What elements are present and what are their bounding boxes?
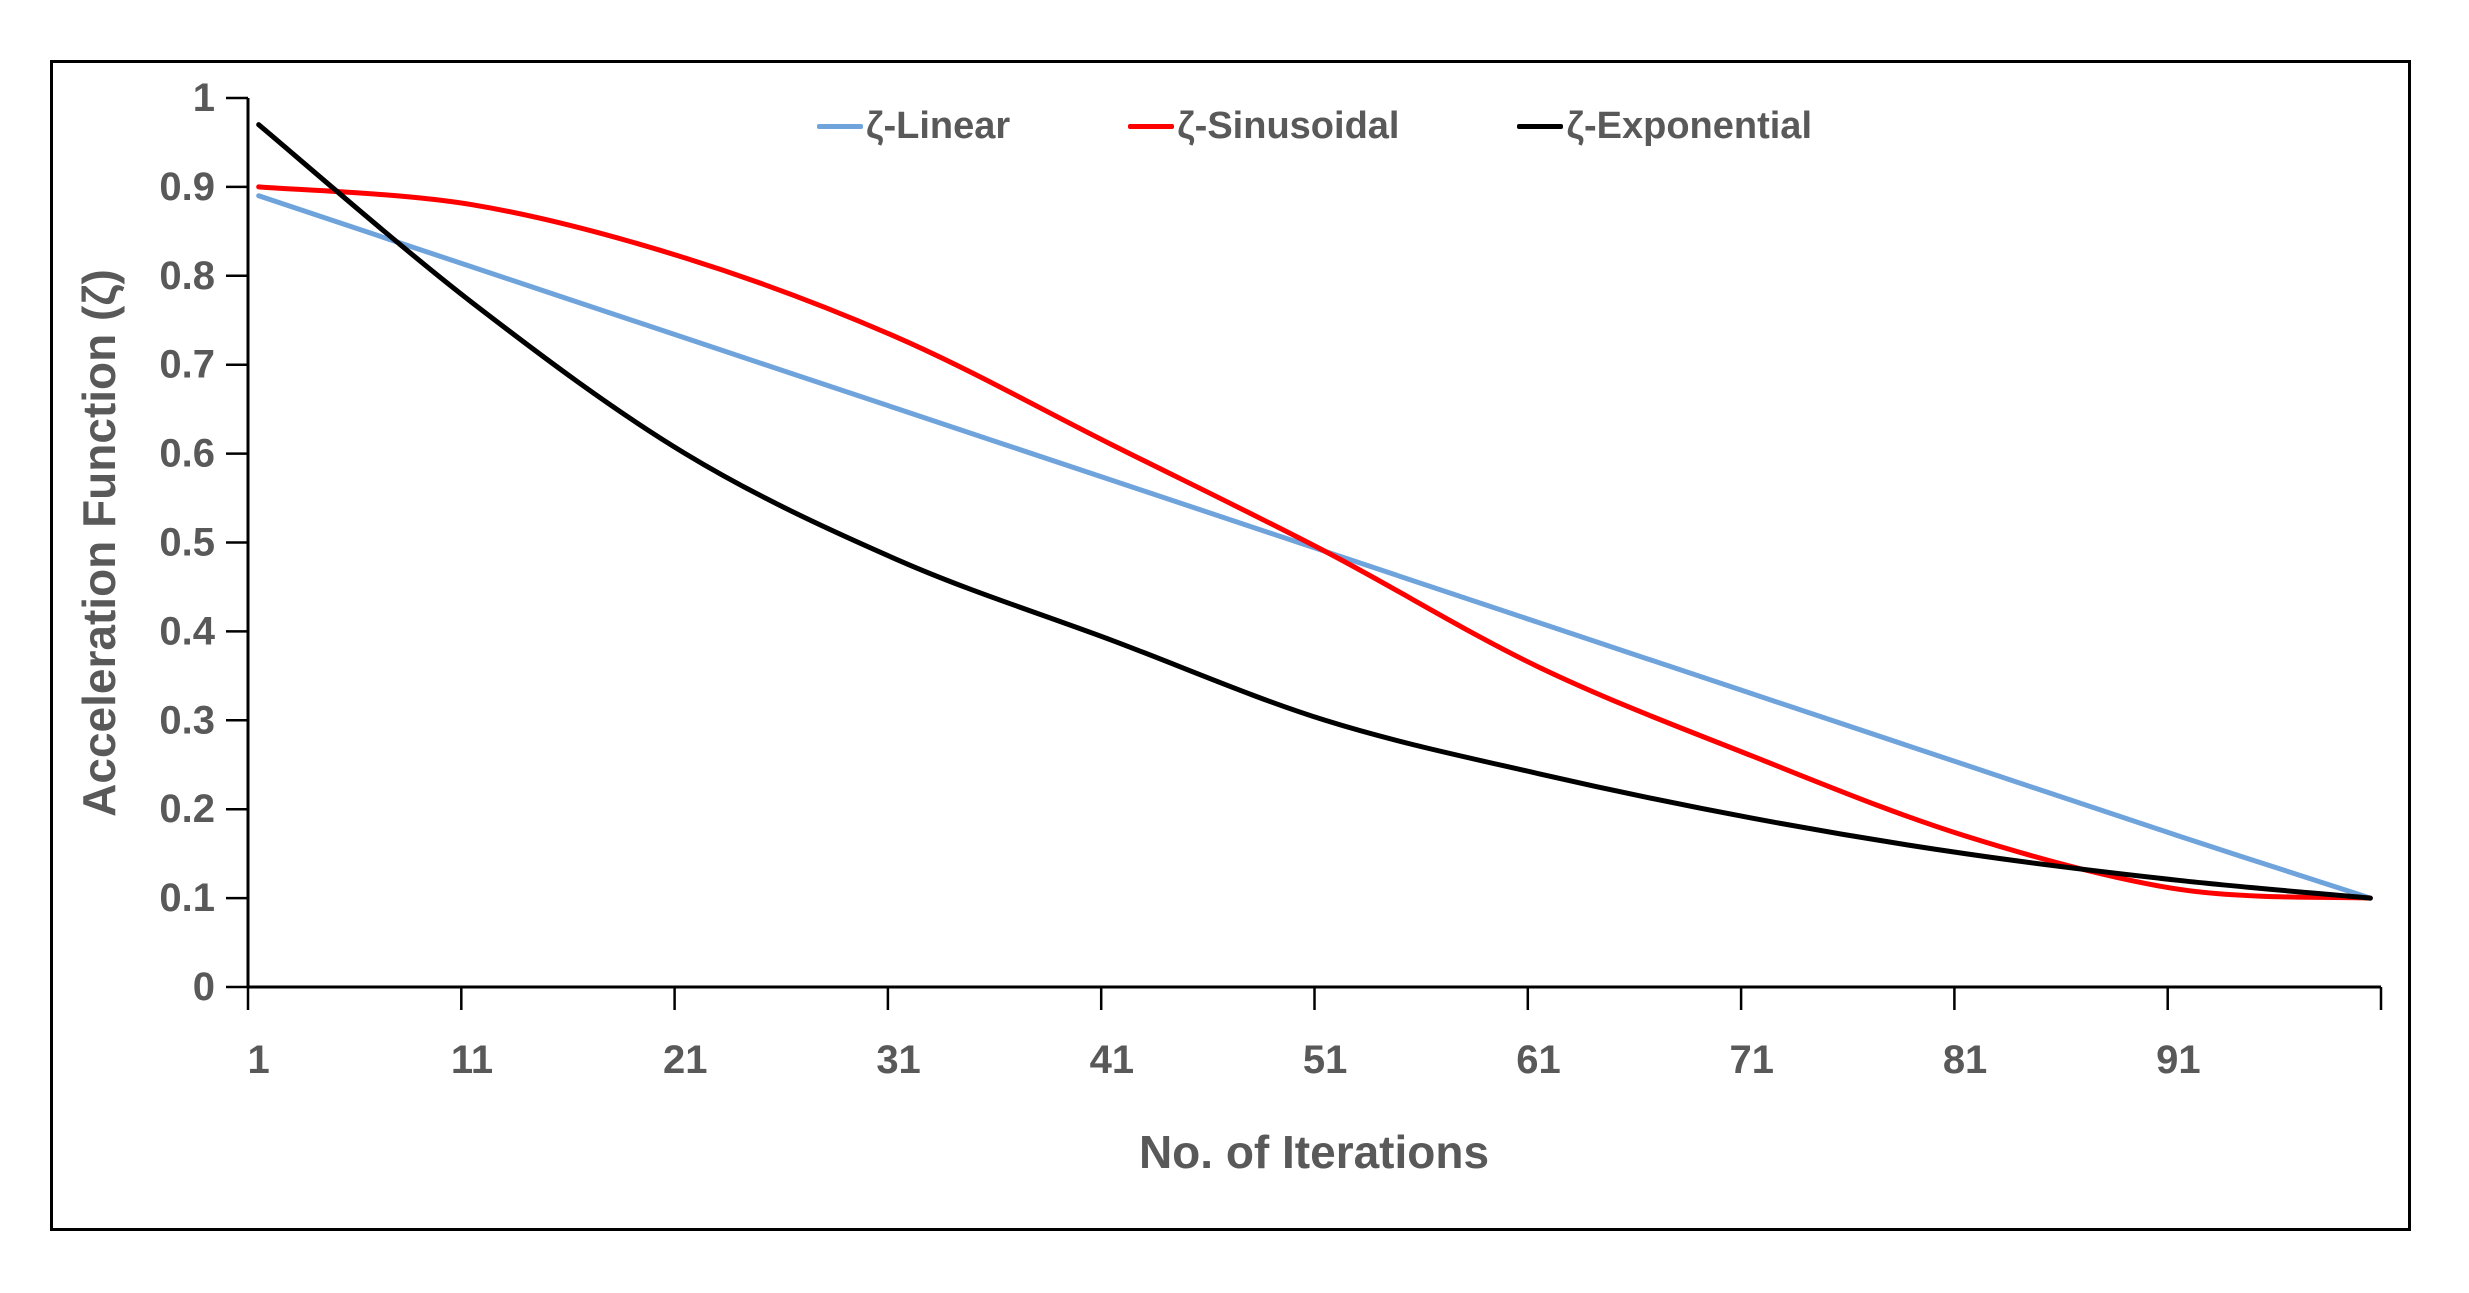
x-tick-label: 51 (1303, 1038, 1348, 1082)
series-line-1 (256, 184, 2373, 901)
y-tick-label: 0.3 (159, 698, 215, 742)
legend-item-linear: ζ-Linear (816, 105, 1011, 148)
y-tick-label: 0.9 (159, 165, 215, 209)
legend-item-exponential: ζ-Exponential (1517, 105, 1812, 148)
y-tick-label: 0.6 (159, 432, 215, 476)
chart-canvas: 00.10.20.30.40.50.60.70.80.911 11 21 31 41 51… (73, 76, 2383, 1178)
x-tick-label: 61 (1516, 1038, 1561, 1082)
y-tick-label: 0.2 (159, 787, 215, 831)
y-tick-label: 0 (193, 965, 215, 1009)
x-tick-label: 31 (876, 1038, 921, 1082)
y-axis-title: Acceleration Function (ζ) (73, 269, 125, 817)
chart-frame: 0 0.1 0.2 0.3 0.4 0.5 0.6 0.7 0.8 0.9 1 1 11 21 31 41 51… (50, 60, 2411, 1231)
y-tick-label: 0.8 (159, 254, 215, 298)
legend-label-exponential: ζ-Exponential (1566, 105, 1812, 147)
legend: ζ-Linear ζ-Sinusoidal ζ-Exponential (248, 105, 2381, 148)
legend-swatch-sinusoidal-line (1128, 124, 1175, 129)
y-tick-label: 0.7 (159, 343, 215, 387)
legend-label-linear: ζ-Linear (865, 105, 1011, 147)
y-tick-label: 1 (193, 76, 215, 120)
x-tick-label: 81 (1943, 1038, 1988, 1082)
series-line-2 (256, 122, 2373, 901)
legend-item-sinusoidal: ζ-Sinusoidal (1128, 105, 1399, 148)
y-tick-label: 0.1 (159, 876, 215, 920)
x-tick-label: 21 (663, 1038, 708, 1082)
y-tick-label: 0.4 (159, 609, 215, 653)
tick-labels-layer: 00.10.20.30.40.50.60.70.80.911 11 21 31 41 51… (159, 76, 2200, 1082)
x-tick-label: 41 (1090, 1038, 1135, 1082)
x-tick-label: 71 (1730, 1038, 1775, 1082)
y-tick-label: 0.5 (159, 521, 215, 565)
axes-layer (246, 98, 2381, 989)
x-tick-label: 11 (451, 1038, 493, 1082)
legend-swatch-exponential-line (1517, 124, 1564, 129)
x-axis-title: No. of Iterations (1139, 1126, 1489, 1178)
legend-swatch-linear-line (816, 124, 863, 129)
x-tick-label: 1 (248, 1038, 270, 1082)
curves-layer (256, 122, 2373, 901)
ticks-layer (226, 96, 2383, 1010)
legend-label-sinusoidal: ζ-Sinusoidal (1177, 105, 1400, 147)
x-tick-label: 91 (2156, 1038, 2201, 1082)
